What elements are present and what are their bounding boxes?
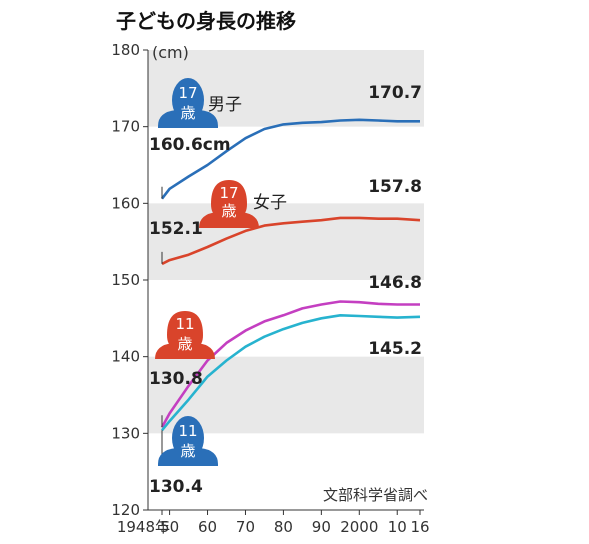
chart-title: 子どもの身長の推移	[116, 9, 296, 33]
boy-17-start-label: 160.6cm	[149, 135, 231, 155]
x-tick-label: 60	[198, 518, 217, 536]
boy-17-age: 17	[178, 84, 197, 102]
girl-11-start-label: 130.8	[149, 369, 203, 389]
y-axis: 120 130 140 150 160 170 180	[111, 41, 149, 519]
y-tick-label: 160	[111, 194, 140, 212]
band-1	[148, 203, 424, 280]
girl-17-start-label: 152.1	[149, 219, 203, 239]
girl-17-age-unit: 歳	[221, 202, 236, 220]
girl-11-age: 11	[175, 315, 194, 333]
girl-17-end-label: 157.8	[368, 177, 422, 197]
girl-11-age-unit: 歳	[177, 335, 192, 353]
series-line-3	[160, 314, 421, 432]
x-tick-label: 50	[160, 518, 179, 536]
girl-17-series-name: 女子	[253, 193, 287, 213]
girl-11-icon: 11 歳	[155, 311, 215, 359]
series-line-1	[161, 216, 421, 266]
source-note: 文部科学省調べ	[323, 486, 428, 504]
series-lines	[160, 118, 421, 465]
boy-17-age-unit: 歳	[180, 104, 195, 122]
y-tick-label: 180	[111, 41, 140, 59]
y-axis-unit: (cm)	[152, 43, 189, 62]
y-tick-label: 170	[111, 118, 140, 136]
x-tick-label: 1948年	[117, 518, 170, 536]
series-line-0	[160, 118, 420, 200]
y-tick-label: 140	[111, 348, 140, 366]
boy-17-end-label: 170.7	[368, 83, 422, 103]
x-tick-label: 16	[410, 518, 429, 536]
boy-11-end-label: 145.2	[368, 339, 422, 359]
boy-11-icon: 11 歳	[158, 416, 218, 466]
boy-11-start-label: 130.4	[149, 477, 203, 497]
background-bands	[148, 50, 424, 434]
girl-11-end-label: 146.8	[368, 273, 422, 293]
y-tick-label: 120	[111, 501, 140, 519]
x-tick-label: 10	[388, 518, 407, 536]
series-line-2	[160, 300, 420, 428]
girl-17-icon: 17 歳	[199, 180, 259, 228]
boy-11-age: 11	[178, 422, 197, 440]
x-tick-label: 70	[236, 518, 255, 536]
x-tick-label: 90	[312, 518, 331, 536]
y-tick-label: 130	[111, 424, 140, 442]
x-tick-label: 80	[274, 518, 293, 536]
boy-17-icon: 17 歳	[158, 78, 218, 128]
boy-17-series-name: 男子	[208, 95, 242, 115]
girl-17-age: 17	[219, 184, 238, 202]
y-tick-label: 150	[111, 271, 140, 289]
boy-11-age-unit: 歳	[180, 442, 195, 460]
x-tick-label: 2000	[340, 518, 378, 536]
